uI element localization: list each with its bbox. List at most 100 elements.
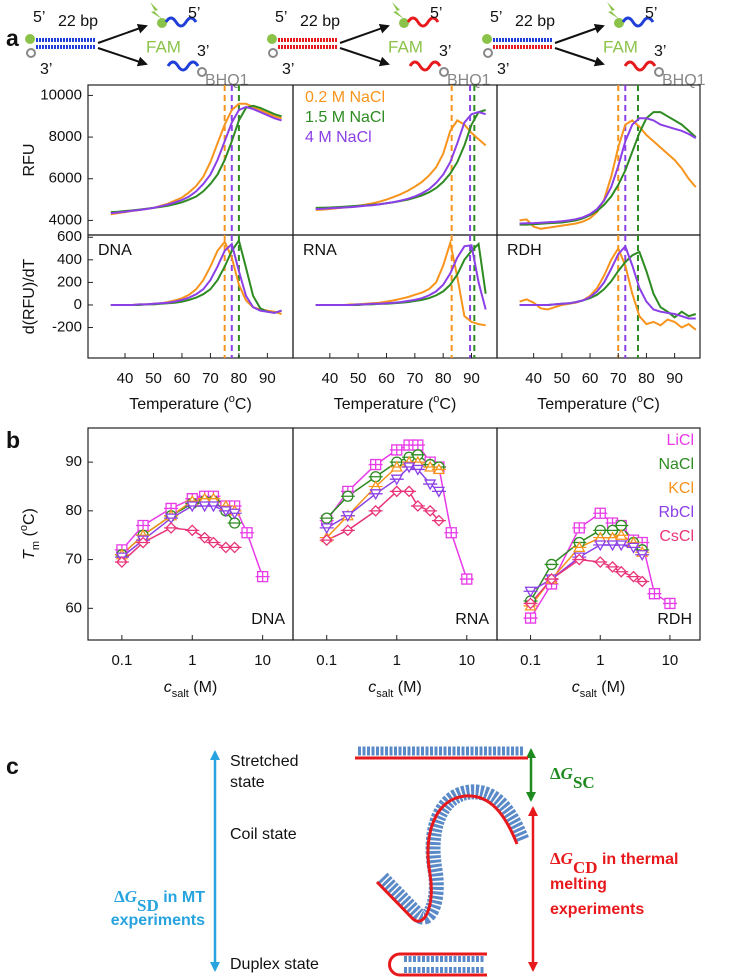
label-part: (M) [189,679,217,696]
x-tick-label: 50 [145,370,162,387]
quencher [483,48,493,58]
light [607,2,619,19]
x-tick-label: 90 [666,370,683,387]
label-part: T [21,549,38,560]
strand [406,16,440,28]
series-line [110,239,282,315]
annotation: RDH [657,611,692,628]
point [197,531,212,544]
quencher [268,48,278,58]
label: 5’ [645,5,657,22]
symbol: CD [573,858,598,877]
x-tick-label: 80 [638,370,655,387]
label-part: ( [21,530,38,540]
state-label: Stretched [230,753,298,770]
label-part: c [368,679,376,696]
arrow [97,23,148,44]
label-part: (M) [393,679,421,696]
point [227,541,242,554]
axis-label: RFU [21,144,38,177]
label-part: salt [580,688,597,700]
schematic: 5’ 22 bp 3’ 5’ FAM 3’ BHQ1 [482,2,706,89]
label: 3’ [282,61,294,78]
point [614,540,629,552]
point [368,471,383,483]
dna-coil [376,784,529,925]
point [340,524,355,537]
point [544,558,559,571]
symbol: SC [573,773,595,792]
fluorophore [25,34,35,44]
point [423,460,438,472]
energy-label: ΔGSC [550,764,595,793]
annotation: RNA [455,611,489,628]
plot-frame [292,84,498,236]
x-tick-label: 50 [350,370,367,387]
point [319,534,334,547]
label: 5’ [430,5,442,22]
point [240,527,255,539]
axis-label: d(RFU)/dT [21,259,38,335]
series-line [519,246,697,331]
light [150,2,162,19]
point [227,508,242,520]
label: 3’ [197,43,209,60]
point [523,597,538,610]
label-part: Temperature ( [537,396,637,413]
point [368,458,383,471]
label: 5’ [275,9,287,26]
state-label: Duplex state [230,956,319,973]
annotation: DNA [251,611,285,628]
panel-label: a [6,25,19,51]
x-tick-label: 1 [393,652,401,669]
point [410,449,425,461]
fluorophore [399,18,409,28]
y-tick-label: -200 [52,319,82,336]
point [572,553,587,566]
point [614,565,629,578]
point [164,502,179,515]
point [523,612,538,624]
x-tick-label: 70 [202,370,219,387]
x-tick-label: 1 [596,652,604,669]
label-part: C) [235,396,252,413]
series-line [110,105,282,215]
point [431,486,446,498]
point [635,575,650,588]
point [185,524,200,537]
label-part: m [30,541,42,550]
label: 3’ [654,43,666,60]
point [423,479,438,491]
point [647,588,662,600]
fluorophore [157,18,167,28]
y-tick-label: 200 [57,273,82,290]
x-tick-label: 90 [259,370,276,387]
plot-frame [496,234,701,359]
strand [623,60,657,72]
point [572,541,587,553]
fluorophore [482,34,492,44]
plot-frame [496,84,701,236]
point [114,556,129,568]
y-tick-label: 0 [74,296,82,313]
point [340,511,355,523]
label-part: c [572,679,580,696]
label: FAM [388,37,423,56]
symbol: Δ [550,849,561,868]
x-tick-label: 60 [582,370,599,387]
series-line [315,111,486,210]
point [164,513,179,525]
arrow [339,23,390,44]
point [368,504,383,517]
axis-label: Temperature (oC) [334,393,457,413]
dna-duplex [388,952,487,977]
symbol: Δ [550,764,561,783]
y-tick-label: 80 [65,502,82,519]
strand [164,16,198,28]
strand [621,16,655,28]
y-tick-label: 6000 [49,170,82,187]
y-tick-label: 600 [57,228,82,245]
series-line [519,119,697,230]
label: BHQ1 [205,72,249,89]
y-tick-label: 90 [65,453,82,470]
